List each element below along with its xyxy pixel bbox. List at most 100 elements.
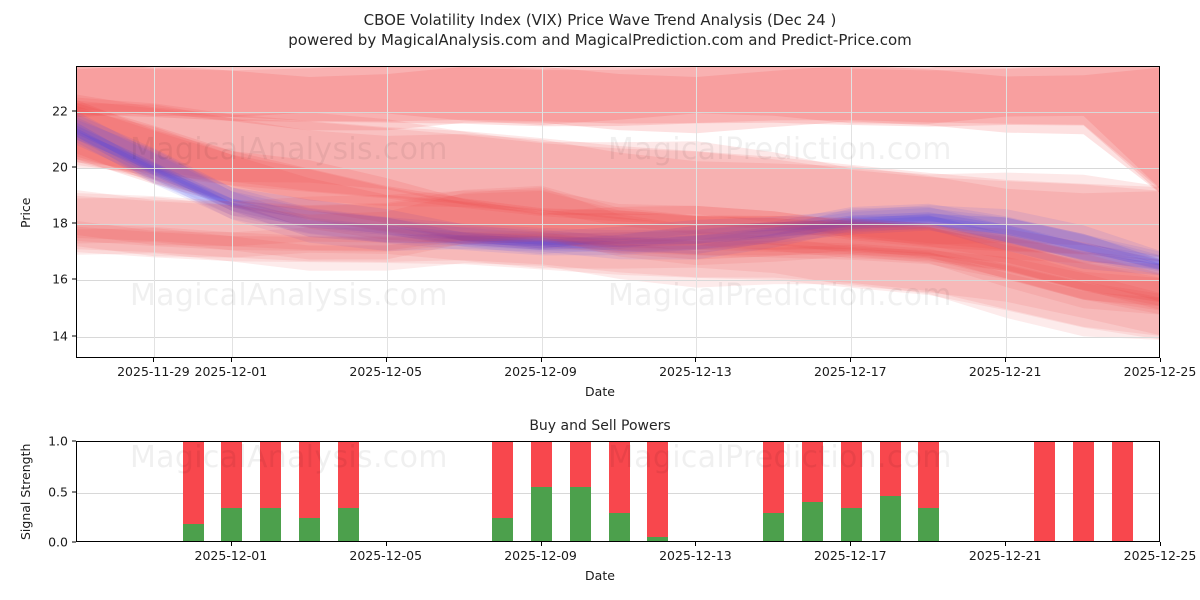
signal-bar (647, 442, 669, 541)
wave-band-0 (77, 67, 1159, 188)
price-x-tick-label: 2025-11-29 (117, 364, 190, 379)
buy-power-segment (182, 523, 204, 541)
price-x-tick-label: 2025-12-17 (813, 364, 887, 379)
sell-power-segment (1034, 442, 1056, 541)
sell-power-segment (918, 442, 940, 508)
signal-x-tick-label: 2025-12-05 (349, 548, 423, 563)
buy-power-segment (531, 487, 553, 541)
signal-chart-plot-area (76, 441, 1160, 542)
price-gridline-h (77, 336, 1159, 338)
wave-band-4 (77, 119, 1159, 276)
sell-power-segment (608, 442, 630, 513)
price-wave-bands (77, 67, 1159, 340)
price-y-tick-label: 16 (52, 271, 68, 287)
wave-band-2 (77, 100, 1159, 302)
chart-title-block: CBOE Volatility Index (VIX) Price Wave T… (0, 10, 1200, 50)
price-y-tick-mark (72, 110, 76, 112)
price-x-tick-label: 2025-12-13 (659, 364, 732, 379)
signal-x-tick-label: 2025-12-17 (813, 548, 887, 563)
sell-power-segment (763, 442, 785, 513)
signal-date-axis-label: Date (585, 568, 615, 583)
signal-bar (260, 442, 282, 541)
wave-band-4 (77, 111, 1159, 271)
sell-power-segment (221, 442, 243, 508)
buy-power-segment (492, 517, 514, 541)
price-x-tick-mark (230, 358, 232, 362)
buy-power-segment (763, 512, 785, 541)
buy-power-segment (608, 512, 630, 541)
price-x-tick-mark (1005, 358, 1007, 362)
signal-bar (221, 442, 243, 541)
price-y-tick-label: 14 (52, 328, 68, 344)
price-date-axis-label: Date (585, 384, 615, 399)
sell-power-segment (260, 442, 282, 508)
buy-power-segment (879, 495, 901, 541)
sell-power-segment (840, 442, 862, 508)
signal-x-tick-label: 2025-12-21 (968, 548, 1042, 563)
price-y-tick-mark (72, 166, 76, 168)
signal-y-tick-label: 1.0 (48, 433, 68, 449)
buy-power-segment (260, 507, 282, 541)
wave-band-1 (77, 103, 1159, 264)
price-x-tick-mark (695, 358, 697, 362)
price-axis-label: Price (18, 197, 33, 229)
signal-y-tick-mark (72, 541, 76, 543)
sell-power-segment (1073, 442, 1095, 541)
wave-band-3 (77, 221, 1159, 335)
sell-power-segment (182, 442, 204, 524)
wave-band-6 (77, 187, 1159, 315)
wave-band-5 (77, 125, 1159, 266)
buy-power-segment (569, 487, 591, 541)
signal-bar (492, 442, 514, 541)
signal-bar (840, 442, 862, 541)
price-gridline-h (77, 280, 1159, 282)
signal-bar (879, 442, 901, 541)
wave-band-1 (77, 94, 1159, 257)
wave-band-3 (77, 228, 1159, 340)
sell-power-segment (802, 442, 824, 502)
wave-band-2 (77, 103, 1159, 303)
signal-bar (1073, 442, 1095, 541)
price-y-tick-label: 22 (52, 103, 68, 119)
price-gridline-v (541, 67, 543, 357)
price-x-tick-mark (153, 358, 155, 362)
signal-x-tick-mark (540, 542, 542, 546)
signal-x-tick-mark (695, 542, 697, 546)
price-y-tick-label: 20 (52, 159, 68, 175)
sell-power-segment (1111, 442, 1133, 541)
signal-bar (1111, 442, 1133, 541)
signal-x-tick-mark (1160, 542, 1161, 546)
signal-x-tick-label: 2025-12-25 (1123, 548, 1197, 563)
buy-power-segment (337, 507, 359, 541)
signal-bar (608, 442, 630, 541)
signal-bar (1034, 442, 1056, 541)
sell-power-segment (492, 442, 514, 518)
wave-band-3 (77, 224, 1159, 336)
price-gridline-v (696, 67, 698, 357)
price-gridline-v (231, 67, 233, 357)
chart-subtitle: powered by MagicalAnalysis.com and Magic… (288, 31, 912, 49)
signal-bar (918, 442, 940, 541)
signal-x-tick-mark (385, 542, 387, 546)
wave-band-4 (77, 114, 1159, 272)
sell-power-segment (569, 442, 591, 488)
price-x-tick-mark (385, 358, 387, 362)
signal-x-tick-mark (1005, 542, 1007, 546)
buy-power-segment (298, 517, 320, 541)
buy-power-segment (840, 507, 862, 541)
wave-band-6 (77, 189, 1159, 310)
signal-bar (763, 442, 785, 541)
sell-power-segment (337, 442, 359, 508)
signal-x-tick-mark (850, 542, 852, 546)
wave-band-0 (77, 67, 1159, 192)
buy-power-segment (221, 507, 243, 541)
price-y-tick-mark (72, 335, 76, 337)
price-x-tick-mark (1160, 358, 1161, 362)
signal-bar (298, 442, 320, 541)
wave-band-0 (77, 67, 1159, 193)
price-x-tick-label: 2025-12-21 (968, 364, 1042, 379)
wave-band-2 (77, 106, 1159, 306)
sell-power-segment (298, 442, 320, 518)
signal-bar (337, 442, 359, 541)
price-chart-plot-area (76, 66, 1160, 358)
